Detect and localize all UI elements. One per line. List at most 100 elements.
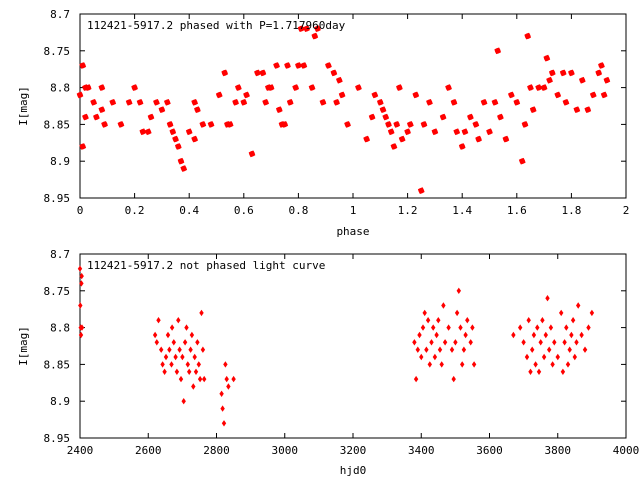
data-point	[579, 76, 586, 84]
y-tick-label: 8.7	[50, 8, 70, 21]
data-point	[574, 339, 579, 346]
data-point	[584, 106, 592, 113]
data-point	[424, 346, 429, 353]
data-point	[188, 346, 193, 353]
data-point	[524, 353, 530, 361]
data-point	[603, 76, 611, 84]
data-point	[549, 69, 556, 77]
data-point	[536, 368, 542, 375]
data-point	[589, 91, 597, 99]
data-point	[535, 84, 542, 91]
data-point	[153, 99, 160, 106]
data-point	[461, 346, 467, 353]
data-point	[215, 91, 223, 99]
data-point	[413, 375, 419, 383]
data-points	[76, 25, 611, 194]
data-point	[154, 339, 159, 346]
data-point	[90, 99, 97, 106]
data-point	[243, 91, 250, 99]
data-point	[224, 375, 229, 383]
data-point	[160, 361, 165, 368]
data-point	[415, 346, 420, 353]
data-point	[180, 165, 188, 172]
data-point	[284, 62, 291, 69]
data-point	[528, 368, 533, 375]
data-point	[543, 331, 548, 339]
data-point	[189, 331, 195, 339]
data-point	[417, 331, 422, 339]
y-tick-label: 8.85	[44, 358, 71, 371]
data-point	[176, 317, 181, 324]
data-point	[162, 368, 167, 375]
data-point	[568, 69, 575, 77]
data-point	[78, 302, 83, 309]
y-tick-label: 8.9	[50, 155, 70, 168]
data-point	[314, 25, 321, 32]
data-point	[368, 113, 376, 121]
data-point	[165, 331, 171, 339]
data-point	[449, 346, 455, 353]
data-point	[529, 106, 537, 113]
data-point	[427, 361, 432, 368]
data-point	[526, 317, 531, 324]
data-point	[491, 99, 499, 106]
data-point	[125, 99, 133, 106]
data-point	[458, 143, 466, 150]
x-tick-label: 0.2	[125, 204, 145, 217]
data-point	[422, 309, 427, 317]
data-point	[559, 69, 567, 77]
y-tick-label: 8.7	[50, 248, 70, 261]
x-tick-labels: 0 0.2 0.4 0.6 0.8 1 1.2 1.4 1.6 1.8 2	[77, 204, 630, 217]
data-point	[98, 84, 106, 91]
y-axis-label: I[mag]	[17, 86, 30, 126]
data-point	[197, 375, 203, 383]
data-point	[441, 302, 446, 309]
data-point	[432, 353, 438, 361]
data-point	[330, 69, 338, 77]
data-point	[463, 331, 468, 339]
data-point	[431, 128, 439, 136]
data-point	[139, 128, 147, 136]
data-point	[167, 346, 172, 353]
data-point	[79, 272, 84, 280]
data-point	[178, 375, 184, 383]
data-point	[494, 47, 501, 55]
data-point	[226, 383, 231, 390]
data-point	[398, 135, 406, 143]
data-point	[396, 84, 403, 91]
data-point	[303, 25, 310, 32]
x-tick-label: 3800	[545, 444, 572, 457]
data-point	[84, 84, 92, 91]
data-point	[117, 121, 125, 128]
axis-ticks	[79, 253, 627, 439]
data-point	[552, 339, 557, 346]
data-point	[417, 187, 425, 194]
x-tick-label: 0.4	[179, 204, 199, 217]
data-point	[508, 91, 515, 99]
data-point	[159, 346, 164, 353]
data-point	[541, 353, 547, 361]
x-tick-label: 1.4	[452, 204, 472, 217]
data-point	[191, 383, 196, 390]
x-tick-label: 2800	[203, 444, 230, 457]
data-point	[451, 375, 456, 383]
data-point	[412, 91, 420, 99]
data-point	[158, 106, 166, 113]
data-point	[195, 339, 200, 346]
data-point	[196, 361, 201, 368]
data-point	[180, 353, 185, 361]
x-tick-label: 1.8	[561, 204, 581, 217]
data-point	[221, 69, 228, 77]
data-point	[166, 121, 174, 128]
data-point	[76, 91, 84, 99]
data-point	[219, 390, 224, 397]
data-point	[543, 54, 551, 62]
data-point	[511, 331, 516, 339]
data-point	[199, 121, 207, 128]
data-point	[562, 99, 570, 106]
data-point	[393, 121, 400, 128]
data-point	[545, 295, 550, 302]
y-tick-labels: 8.7 8.75 8.8 8.85 8.9 8.95	[44, 248, 71, 445]
data-point	[371, 91, 379, 99]
data-point	[472, 121, 480, 128]
